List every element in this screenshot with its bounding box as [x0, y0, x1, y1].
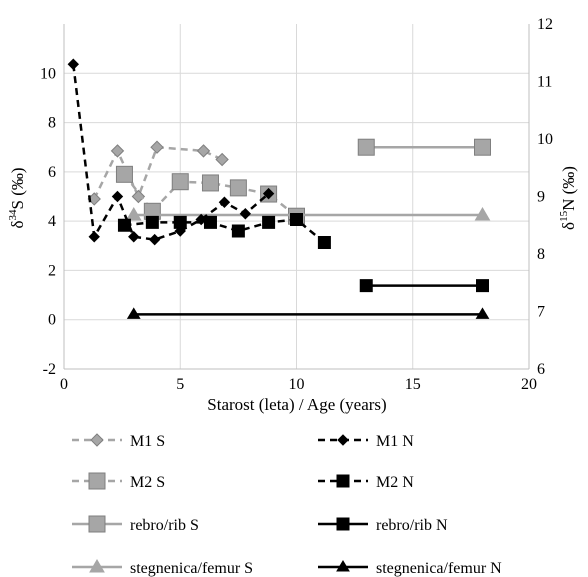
data-point [110, 144, 125, 158]
y-axis-right-label: δ15N (‰) [558, 166, 578, 230]
x-tick-label: 15 [405, 376, 421, 393]
data-point [203, 215, 217, 229]
legend: M1 S M2 S rebro/rib S stegnenica/femur S M1 … [72, 433, 502, 577]
legend-label: rebro/rib S [130, 517, 199, 534]
data-point [111, 190, 124, 203]
data-point [474, 138, 491, 156]
y-right-tick-label: 10 [537, 131, 553, 148]
data-point [115, 165, 133, 183]
data-point [171, 173, 189, 191]
legend-marker [336, 517, 350, 531]
y-axis-left-label: δ34S (‰) [7, 167, 27, 228]
legend-marker [89, 559, 105, 573]
data-point [125, 206, 142, 221]
data-point [215, 152, 229, 167]
y-left-tick-label: 10 [40, 65, 56, 82]
legend-item: M2 N [318, 474, 414, 491]
series-m2-n [117, 213, 331, 249]
data-point [476, 279, 489, 293]
legend-label: stegnenica/femur S [130, 560, 253, 577]
y-right-tick-label: 7 [537, 304, 545, 321]
legend-marker [88, 472, 106, 490]
x-tick-label: 20 [521, 376, 537, 393]
legend-marker [336, 474, 350, 488]
legend-label: M1 S [130, 433, 165, 450]
legend-marker [90, 433, 104, 447]
legend-item: rebro/rib S [72, 515, 199, 534]
y-right-tick-label: 6 [537, 361, 545, 378]
y-left-tick-label: 0 [48, 312, 56, 329]
data-point [359, 279, 373, 293]
data-point [239, 208, 252, 220]
series-m1-s [87, 140, 229, 206]
legend-label: rebro/rib N [376, 517, 448, 534]
y-right-label-sup: 15 [558, 210, 570, 222]
series-rebro-rib-n [359, 279, 489, 293]
data-point [218, 196, 231, 208]
data-point [196, 144, 211, 158]
legend-item: stegnenica/femur N [318, 560, 502, 577]
data-point [67, 58, 80, 70]
y-left-tick-label: 4 [48, 213, 56, 230]
data-point [148, 233, 161, 246]
data-point [475, 307, 490, 319]
data-point [131, 189, 146, 204]
x-axis-label: Starost (leta) / Age (years) [207, 395, 386, 414]
y-right-tick-label: 8 [537, 246, 545, 263]
y-right-tick-label: 9 [537, 189, 545, 206]
data-point [262, 187, 275, 200]
y-left-label-rest: S (‰) [8, 167, 27, 209]
y-right-tick-label: 12 [537, 16, 553, 33]
y-left-tick-label: 6 [48, 164, 56, 181]
data-point [262, 215, 276, 229]
legend-item: rebro/rib N [318, 517, 448, 534]
legend-label: M2 S [130, 474, 165, 491]
y-right-tick-label: 11 [537, 74, 552, 91]
legend-label: stegnenica/femur N [376, 560, 502, 577]
x-tick-label: 5 [176, 376, 184, 393]
y-right-label-rest: N (‰) [559, 166, 578, 211]
data-point [231, 224, 245, 238]
legend-marker [88, 515, 106, 533]
series-stegnenica-femur-s [125, 206, 491, 221]
data-point [173, 215, 187, 229]
series-layer [67, 58, 491, 319]
data-point [117, 218, 131, 232]
data-point [126, 307, 141, 319]
series-stegnenica-femur-n [126, 307, 490, 319]
data-point [357, 138, 375, 156]
data-point [474, 206, 491, 221]
x-tick-label: 0 [60, 376, 68, 393]
data-point [229, 179, 247, 197]
legend-label: M2 N [376, 474, 414, 491]
data-point [201, 174, 219, 192]
data-point [317, 236, 331, 249]
legend-item: M1 S [72, 433, 165, 450]
series-rebro-rib-s [357, 138, 491, 156]
data-point [88, 231, 100, 243]
x-tick-label: 10 [289, 376, 305, 393]
legend-item: M2 S [72, 472, 165, 491]
data-point [145, 215, 159, 229]
y-left-tick-label: -2 [43, 361, 56, 378]
data-point [290, 213, 303, 226]
legend-marker [336, 560, 350, 572]
legend-marker [337, 434, 349, 446]
y-left-label-delta: δ [8, 221, 27, 229]
legend-item: stegnenica/femur S [72, 559, 253, 577]
legend-label: M1 N [376, 433, 414, 450]
data-point [128, 231, 140, 243]
data-point [150, 140, 164, 154]
legend-item: M1 N [318, 433, 414, 450]
series-line [72, 64, 270, 241]
series-m1-n [67, 58, 275, 246]
y-left-label-sup: 34 [7, 209, 19, 221]
y-left-tick-label: 8 [48, 115, 56, 132]
y-left-tick-label: 2 [48, 262, 56, 279]
y-right-label-delta: δ [559, 222, 578, 230]
